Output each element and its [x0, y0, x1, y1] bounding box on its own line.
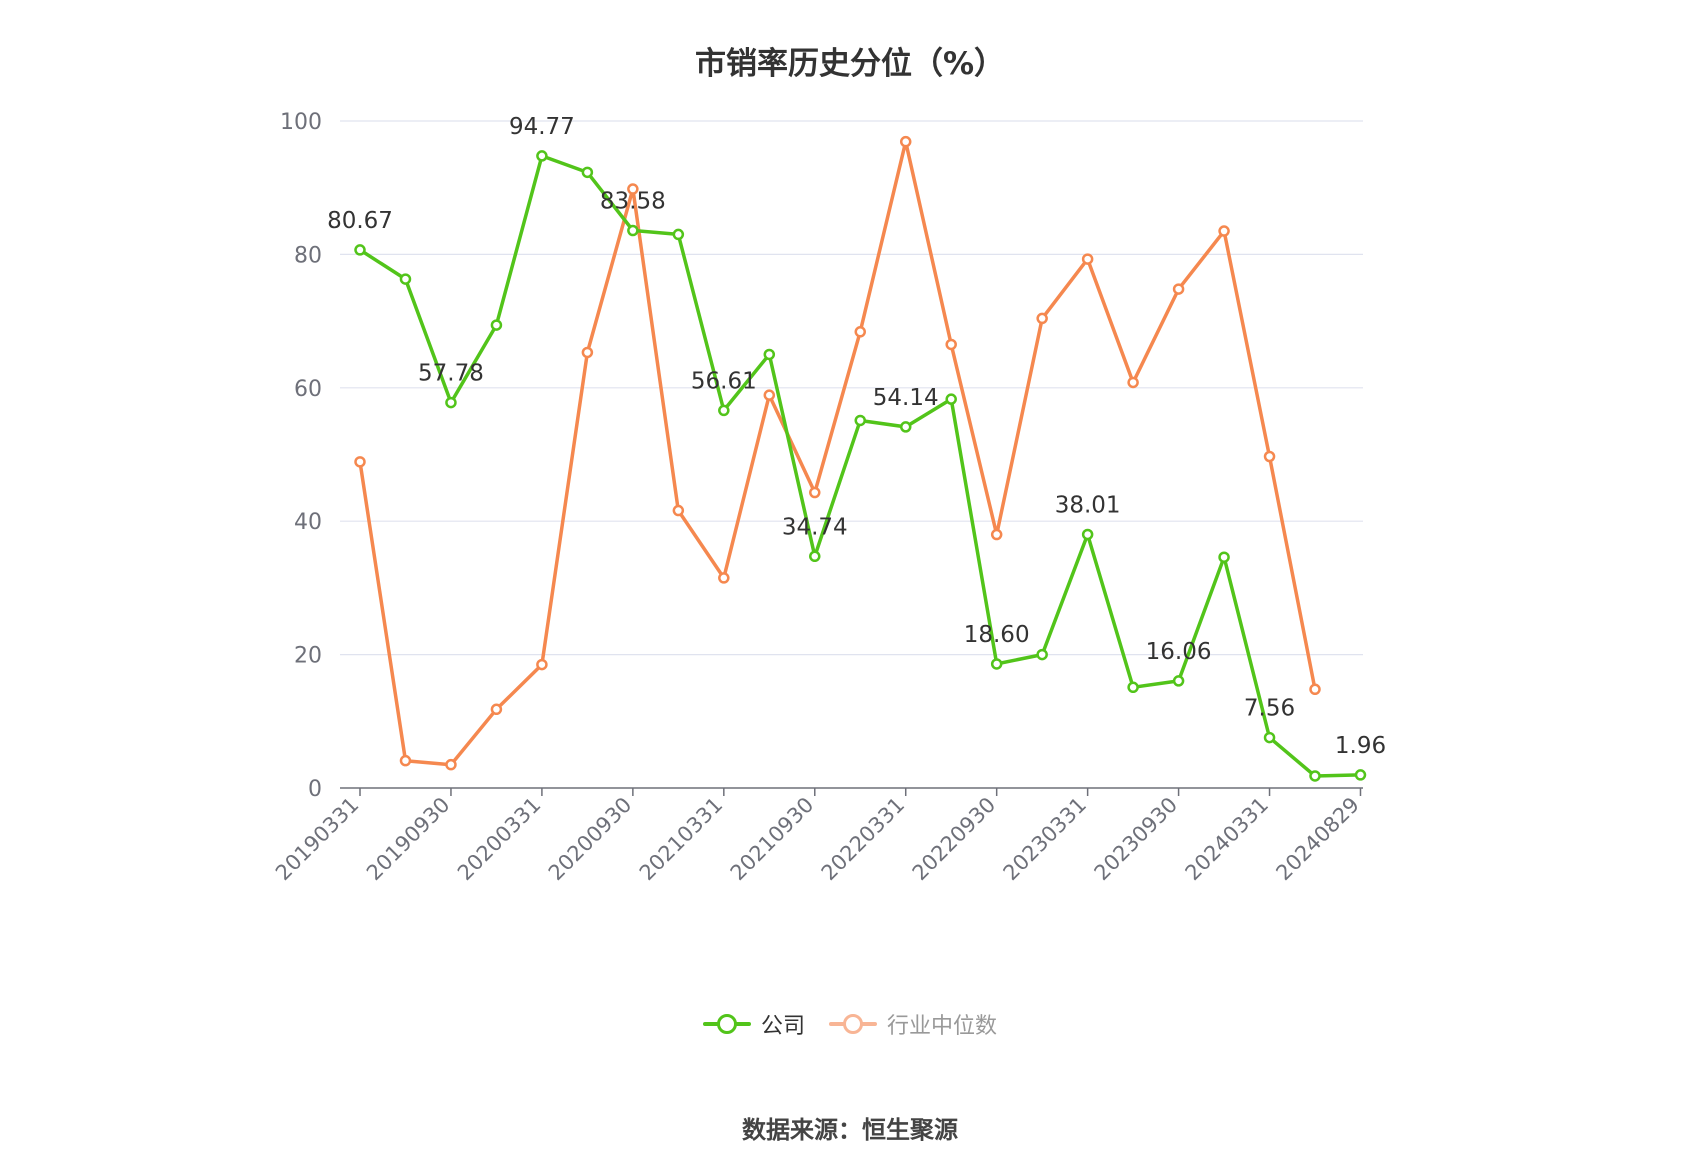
x-tick-label: 20230930	[1090, 793, 1183, 886]
data-source: 数据来源：恒生聚源	[742, 1116, 958, 1144]
point-industry-median[interactable]	[581, 346, 594, 359]
point-industry-median[interactable]	[1036, 312, 1048, 325]
y-tick-label: 20	[294, 644, 322, 669]
point-company[interactable]	[1172, 675, 1185, 687]
x-tick-label: 20220331	[817, 793, 910, 886]
x-tick-label: 20210930	[726, 793, 819, 886]
y-tick-label: 80	[294, 243, 322, 268]
x-tick-label: 20190930	[362, 793, 455, 886]
point-company[interactable]	[581, 166, 594, 179]
point-industry-median[interactable]	[399, 754, 412, 767]
point-industry-median[interactable]	[1172, 283, 1185, 295]
point-company[interactable]	[672, 228, 685, 241]
point-company[interactable]	[763, 348, 776, 361]
point-industry-median[interactable]	[1309, 683, 1321, 696]
point-industry-median[interactable]	[672, 504, 685, 517]
point-company[interactable]	[854, 414, 866, 427]
point-industry-median[interactable]	[809, 486, 821, 499]
y-tick-label: 40	[294, 510, 322, 535]
point-company[interactable]	[627, 224, 639, 237]
legend-marker-industry-median	[829, 1014, 877, 1034]
point-industry-median[interactable]	[627, 183, 639, 195]
x-axis	[340, 787, 1363, 796]
point-company[interactable]	[399, 273, 412, 285]
x-tick-label: 20240829	[1271, 793, 1364, 886]
point-company[interactable]	[990, 658, 1003, 670]
data-label: 54.14	[873, 385, 939, 411]
point-industry-median[interactable]	[763, 389, 776, 401]
x-axis-labels: 2019033120190930202003312020093020210331…	[271, 793, 1364, 886]
x-tick-label: 20200331	[453, 793, 546, 886]
point-company[interactable]	[536, 150, 548, 162]
point-company[interactable]	[1127, 681, 1139, 694]
x-tick-label: 20220930	[908, 793, 1001, 886]
data-label: 18.60	[964, 622, 1030, 648]
point-company[interactable]	[718, 404, 730, 417]
data-label: 57.78	[418, 361, 484, 387]
legend-item-industry-median[interactable]: 行业中位数	[829, 1008, 997, 1040]
point-industry-median[interactable]	[536, 658, 548, 671]
data-label: 16.06	[1146, 639, 1212, 665]
data-label: 83.58	[600, 189, 666, 215]
point-industry-median[interactable]	[354, 456, 366, 468]
point-company[interactable]	[1218, 551, 1230, 563]
point-industry-median[interactable]	[854, 326, 866, 338]
point-company[interactable]	[945, 393, 957, 405]
x-tick-label: 20210331	[635, 793, 728, 886]
data-label: 34.74	[782, 514, 848, 540]
legend-label-company: 公司	[760, 1014, 805, 1039]
data-label: 80.67	[327, 208, 393, 234]
point-company[interactable]	[809, 550, 821, 563]
data-label: 94.77	[509, 114, 575, 140]
x-tick-label: 20230331	[999, 793, 1092, 886]
legend-marker-company	[702, 1014, 751, 1034]
point-industry-median[interactable]	[718, 572, 730, 584]
data-label: 38.01	[1055, 492, 1121, 518]
x-tick-label: 20190331	[271, 793, 364, 886]
point-company[interactable]	[1354, 769, 1367, 781]
point-company[interactable]	[1263, 731, 1276, 744]
point-industry-median[interactable]	[1127, 376, 1139, 389]
y-axis-labels: 0 20 40 60 80 100	[280, 110, 322, 802]
series-line-industry-median	[358, 139, 1317, 767]
data-label: 1.96	[1335, 733, 1386, 759]
point-industry-median[interactable]	[1218, 225, 1230, 237]
series-lines	[354, 135, 1367, 782]
point-company[interactable]	[445, 396, 457, 409]
legend: 公司 行业中位数	[0, 1008, 1700, 1040]
point-company[interactable]	[1309, 770, 1321, 782]
data-label: 56.61	[691, 368, 757, 394]
point-industry-median[interactable]	[1081, 253, 1094, 265]
point-industry-median[interactable]	[1263, 450, 1276, 463]
point-company[interactable]	[899, 421, 912, 433]
point-industry-median[interactable]	[445, 758, 457, 771]
point-company[interactable]	[490, 319, 503, 331]
point-industry-median[interactable]	[990, 528, 1003, 541]
gridlines	[340, 120, 1363, 656]
data-labels: 80.67 57.78 94.77 83.58 56.61 34.74 54.14 18.60…	[327, 114, 1386, 759]
point-industry-median[interactable]	[945, 338, 957, 351]
point-company[interactable]	[354, 244, 366, 256]
point-industry-median[interactable]	[490, 703, 503, 716]
chart-title: 市销率历史分位（%）	[694, 46, 1006, 82]
x-tick-label: 20200930	[544, 793, 637, 886]
data-label: 7.56	[1244, 696, 1295, 722]
y-tick-label: 100	[280, 110, 322, 135]
y-tick-label: 0	[308, 777, 322, 802]
legend-label-industry-median: 行业中位数	[887, 1014, 998, 1039]
y-tick-label: 60	[294, 377, 322, 402]
point-industry-median[interactable]	[899, 135, 912, 148]
legend-item-company[interactable]: 公司	[702, 1008, 805, 1040]
point-company[interactable]	[1081, 528, 1094, 541]
point-company[interactable]	[1036, 648, 1048, 661]
x-tick-label: 20240331	[1181, 793, 1274, 886]
